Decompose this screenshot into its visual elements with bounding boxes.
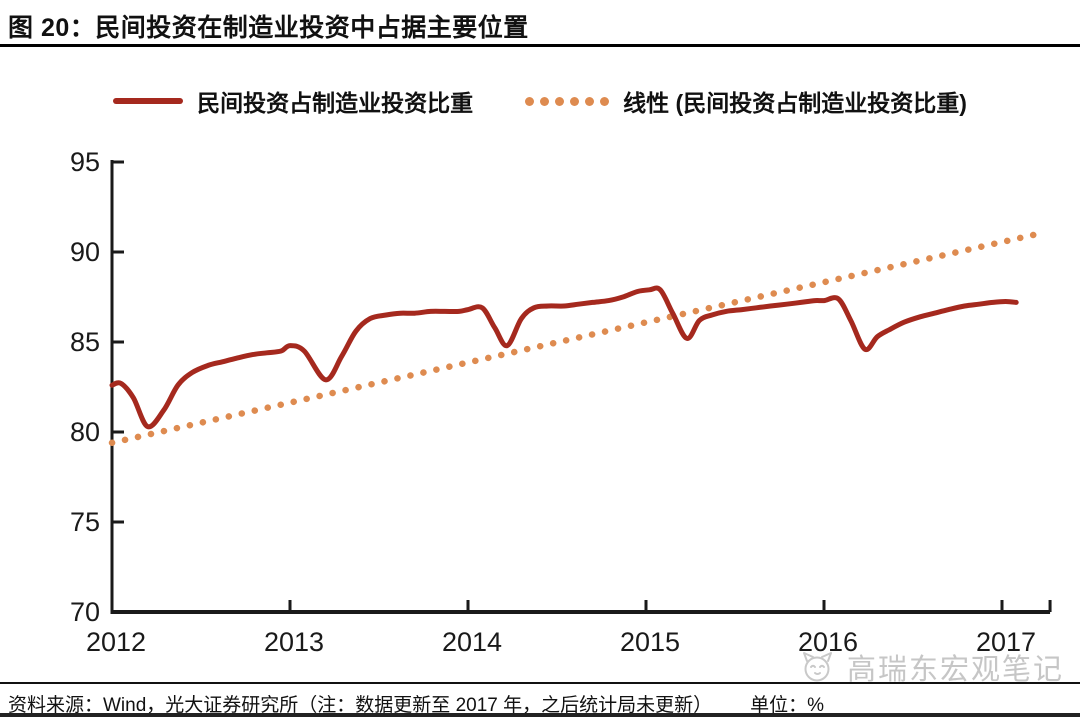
chart-legend: 民间投资占制造业投资比重 线性 (民间投资占制造业投资比重) xyxy=(0,82,1080,120)
x-tick-label: 2015 xyxy=(620,627,680,657)
legend-item-actual: 民间投资占制造业投资比重 xyxy=(113,84,473,118)
watermark-text: 高瑞东宏观笔记 xyxy=(846,654,1064,686)
y-tick-label: 85 xyxy=(70,327,100,357)
unit-label: 单位：% xyxy=(750,695,825,716)
source-note: 资料来源：Wind，光大证券研究所（注：数据更新至 2017 年，之后统计局未更… xyxy=(8,695,713,716)
x-tick-label: 2014 xyxy=(442,627,502,657)
bottom-border-line xyxy=(0,713,1080,717)
y-tick-label: 80 xyxy=(70,417,100,447)
y-tick-label: 90 xyxy=(70,237,100,267)
y-tick-label: 75 xyxy=(70,507,100,537)
figure-footer: 资料来源：Wind，光大证券研究所（注：数据更新至 2017 年，之后统计局未更… xyxy=(0,690,1080,717)
actual-line-series xyxy=(109,285,1019,430)
legend-dotted-line-swatch xyxy=(525,96,610,106)
x-tick-label: 2013 xyxy=(264,627,324,657)
trend-line-series xyxy=(108,230,1041,447)
legend-item-trend: 线性 (民间投资占制造业投资比重) xyxy=(525,84,967,118)
y-tick-label: 70 xyxy=(70,597,100,627)
y-tick-label: 95 xyxy=(70,147,100,177)
watermark: 高瑞东宏观笔记 xyxy=(797,646,1064,688)
footer-separator-line xyxy=(0,682,1080,684)
x-tick-label: 2012 xyxy=(86,627,146,657)
legend-label-trend: 线性 (民间投资占制造业投资比重) xyxy=(623,90,967,116)
x-tick-label: 2017 xyxy=(976,627,1036,657)
legend-solid-line-swatch xyxy=(113,98,184,104)
line-chart: 70 75 80 85 90 95 2012 2013 2014 2015 2016 2017 xyxy=(70,147,1052,657)
watermark-logo-icon xyxy=(802,652,832,682)
legend-label-actual: 民间投资占制造业投资比重 xyxy=(197,90,474,116)
title-underline xyxy=(0,44,1080,47)
x-tick-label: 2016 xyxy=(798,627,858,657)
figure-title: 图 20：民间投资在制造业投资中占据主要位置 xyxy=(8,14,529,42)
